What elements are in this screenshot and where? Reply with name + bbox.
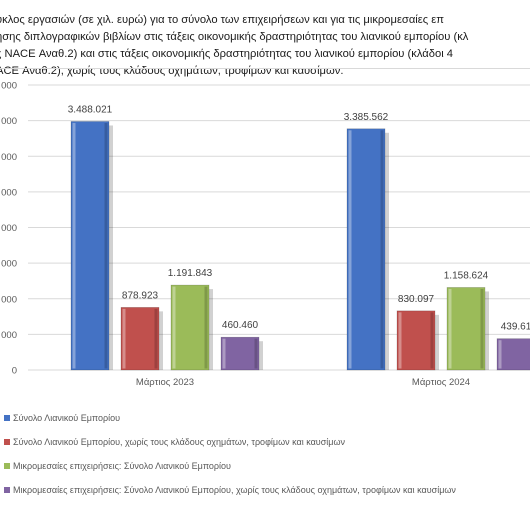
data-label: 878.923 <box>122 290 159 301</box>
data-label: 3.488.021 <box>68 104 113 115</box>
legend-label: Μικρομεσαίες επιχειρήσεις: Σύνολο Λιανικ… <box>13 461 231 471</box>
caption-line-2: ησης διπλογραφικών βιβλίων στις τάξεις ο… <box>0 31 469 43</box>
y-tick-label: 000 <box>1 259 17 270</box>
bar-highlight <box>222 338 226 369</box>
y-tick-label: 000 <box>1 116 17 127</box>
legend-item: Μικρομεσαίες επιχειρήσεις: Σύνολο Λιανικ… <box>4 461 231 471</box>
y-tick-label: 000 <box>1 152 17 163</box>
caption-line-3: ς NACE Αναθ.2) και στις τάξεις οικονομικ… <box>0 48 454 60</box>
data-label: 439.61 <box>501 322 530 333</box>
data-label: 1.191.843 <box>168 268 213 279</box>
bar-chart: 00000000000000000000000003.488.021878.92… <box>1 81 530 388</box>
bar-highlight <box>498 340 502 369</box>
legend-swatch <box>4 463 10 469</box>
bar-highlight <box>122 308 126 369</box>
bar-edge <box>254 338 258 369</box>
bar-highlight <box>448 288 452 369</box>
legend-item: Σύνολο Λιανικού Εμπορίου, χωρίς τους κλά… <box>4 437 345 447</box>
legend-label: Σύνολο Λιανικού Εμπορίου <box>13 413 121 423</box>
bar-edge <box>480 288 484 369</box>
bar <box>496 338 530 371</box>
caption-line-1: ύκλος εργασιών (σε χιλ. ευρώ) για το σύν… <box>0 14 444 26</box>
y-tick-label: 000 <box>1 187 17 198</box>
legend-swatch <box>4 415 10 421</box>
bar-edge <box>104 122 108 369</box>
data-label: 460.460 <box>222 320 259 331</box>
legend-item: Σύνολο Λιανικού Εμπορίου <box>4 413 120 423</box>
data-label: 830.097 <box>398 294 435 305</box>
bar-highlight <box>72 122 76 369</box>
bar <box>446 287 486 371</box>
bar-edge <box>430 312 434 369</box>
bar-highlight <box>348 130 352 369</box>
bar <box>346 128 386 371</box>
legend-swatch <box>4 487 10 493</box>
x-tick-label: Μάρτιος 2023 <box>136 377 194 388</box>
legend-label: Σύνολο Λιανικού Εμπορίου, χωρίς τους κλά… <box>13 437 345 447</box>
bar-edge <box>380 130 384 369</box>
y-tick-label: 000 <box>1 223 17 234</box>
x-tick-label: Μάρτιος 2024 <box>412 377 470 388</box>
legend-item: Μικρομεσαίες επιχειρήσεις: Σύνολο Λιανικ… <box>4 485 456 495</box>
bar-edge <box>204 286 208 369</box>
data-label: 1.158.624 <box>444 270 489 281</box>
bar <box>70 121 110 371</box>
bar <box>220 336 260 371</box>
y-tick-label: 000 <box>1 330 17 341</box>
y-tick-label: 000 <box>1 81 17 92</box>
bar <box>120 307 160 371</box>
bar-highlight <box>398 312 402 369</box>
y-tick-label: 000 <box>1 294 17 305</box>
bar-edge <box>154 308 158 369</box>
bar <box>396 310 436 371</box>
legend-label: Μικρομεσαίες επιχειρήσεις: Σύνολο Λιανικ… <box>13 485 456 495</box>
data-label: 3.385.562 <box>344 112 389 123</box>
bar-highlight <box>172 286 176 369</box>
chart-area: 000 000 000 000 000 000 000 000 0 3.488.021 878.92… <box>0 68 530 515</box>
legend-swatch <box>4 439 10 445</box>
y-tick-label: 0 <box>12 366 17 377</box>
bar <box>170 284 210 371</box>
